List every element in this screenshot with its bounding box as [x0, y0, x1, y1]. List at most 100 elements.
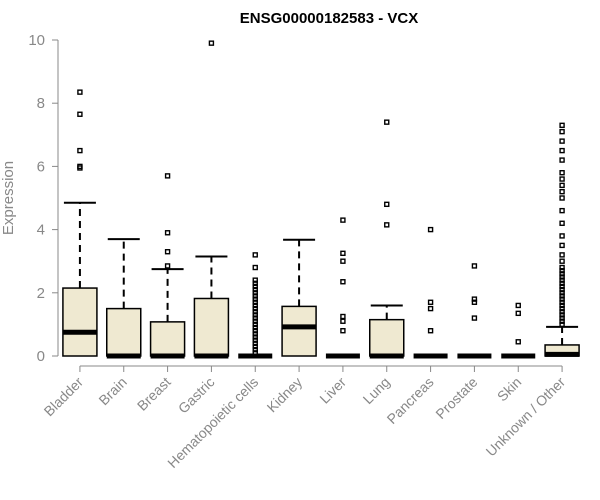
outlier-point: [252, 299, 258, 305]
outlier-point: [252, 252, 258, 258]
x-tick-label: Breast: [134, 374, 174, 414]
outlier-point: [515, 339, 521, 345]
outlier-point: [559, 315, 565, 321]
outlier-point: [559, 195, 565, 201]
outlier-point: [559, 302, 565, 309]
box-bladder: [62, 89, 98, 357]
outlier-point: [340, 279, 346, 285]
outlier-point: [559, 283, 565, 290]
y-tick-label: 10: [28, 32, 45, 49]
box-liver: [325, 217, 360, 359]
box-hematopoietic-cells: [238, 252, 273, 359]
outlier-point: [77, 147, 83, 154]
outlier-point: [77, 89, 83, 95]
outlier-point: [559, 299, 565, 305]
outlier-point: [559, 207, 565, 214]
outlier-point: [252, 340, 258, 347]
box-brain: [106, 238, 142, 359]
box-prostate: [457, 263, 492, 359]
outlier-point: [559, 157, 565, 163]
outlier-point: [427, 305, 434, 312]
x-tick-label: Pancreas: [384, 374, 437, 427]
outlier-point: [252, 343, 258, 350]
y-tick-label: 8: [37, 95, 45, 112]
outlier-point: [427, 226, 434, 233]
outlier-point: [559, 176, 565, 182]
outlier-point: [384, 222, 390, 228]
outlier-point: [515, 302, 521, 309]
x-tick-label: Liver: [316, 374, 349, 407]
outlier-point: [164, 230, 171, 236]
outlier-point: [559, 267, 565, 274]
outlier-point: [340, 217, 346, 223]
outlier-point: [559, 233, 565, 239]
y-tick-label: 0: [37, 348, 45, 365]
x-tick-label: Gastric: [175, 374, 218, 417]
outlier-point: [252, 328, 258, 334]
outlier-point: [559, 122, 565, 129]
x-tick-label: Brain: [95, 374, 129, 408]
outlier-point: [559, 258, 565, 264]
outlier-point: [77, 163, 83, 170]
y-axis-label: Expression: [0, 161, 17, 235]
boxes: [62, 40, 580, 359]
outlier-point: [208, 40, 215, 46]
outlier-point: [559, 280, 565, 287]
outlier-point: [340, 318, 346, 324]
box-iqr: [369, 318, 405, 357]
outlier-point: [559, 274, 565, 280]
box-iqr: [281, 305, 317, 357]
outlier-point: [471, 296, 478, 302]
outlier-point: [252, 334, 258, 340]
outlier-point: [252, 315, 258, 321]
outlier-point: [427, 328, 434, 334]
outlier-point: [252, 286, 258, 293]
outlier-point: [471, 315, 478, 321]
outlier-point: [559, 188, 565, 195]
outlier-point: [471, 263, 478, 269]
y-tick-label: 2: [37, 285, 45, 302]
outlier-point: [252, 324, 258, 331]
outlier-point: [252, 264, 258, 271]
outlier-point: [252, 312, 258, 318]
outlier-point: [252, 346, 258, 353]
outlier-point: [252, 277, 258, 283]
outlier-point: [559, 182, 565, 189]
outlier-point: [427, 299, 434, 305]
box-iqr: [62, 287, 98, 357]
box-pancreas: [413, 226, 448, 359]
outlier-point: [559, 264, 565, 271]
y-tick-label: 4: [37, 222, 45, 239]
outlier-point: [559, 138, 565, 144]
box-skin: [501, 302, 536, 359]
outlier-point: [252, 331, 258, 337]
outlier-point: [515, 310, 521, 317]
x-tick-label: Unknown / Other: [483, 374, 569, 460]
outlier-point: [77, 111, 83, 117]
outlier-point: [559, 147, 565, 154]
x-tick-label: Skin: [494, 374, 525, 405]
outlier-point: [340, 313, 346, 320]
outlier-point: [252, 283, 258, 290]
box-unknown-other: [544, 122, 580, 357]
outlier-point: [252, 290, 258, 296]
outlier-point: [559, 318, 565, 324]
outlier-point: [164, 249, 171, 255]
outlier-point: [252, 296, 258, 302]
outlier-point: [559, 296, 565, 302]
outlier-point: [559, 252, 565, 258]
outlier-point: [252, 280, 258, 287]
y-axis: 0 2 4 6 8 10: [28, 32, 59, 365]
x-tick-label: Prostate: [432, 374, 480, 422]
outlier-point: [559, 128, 565, 135]
y-tick-label: 6: [37, 158, 45, 175]
outlier-point: [252, 350, 258, 356]
outlier-point: [559, 277, 565, 283]
box-gastric: [193, 40, 230, 359]
outlier-point: [252, 305, 258, 312]
outlier-point: [471, 299, 478, 305]
x-tick-label: Lung: [360, 374, 393, 407]
outlier-point: [384, 119, 390, 125]
